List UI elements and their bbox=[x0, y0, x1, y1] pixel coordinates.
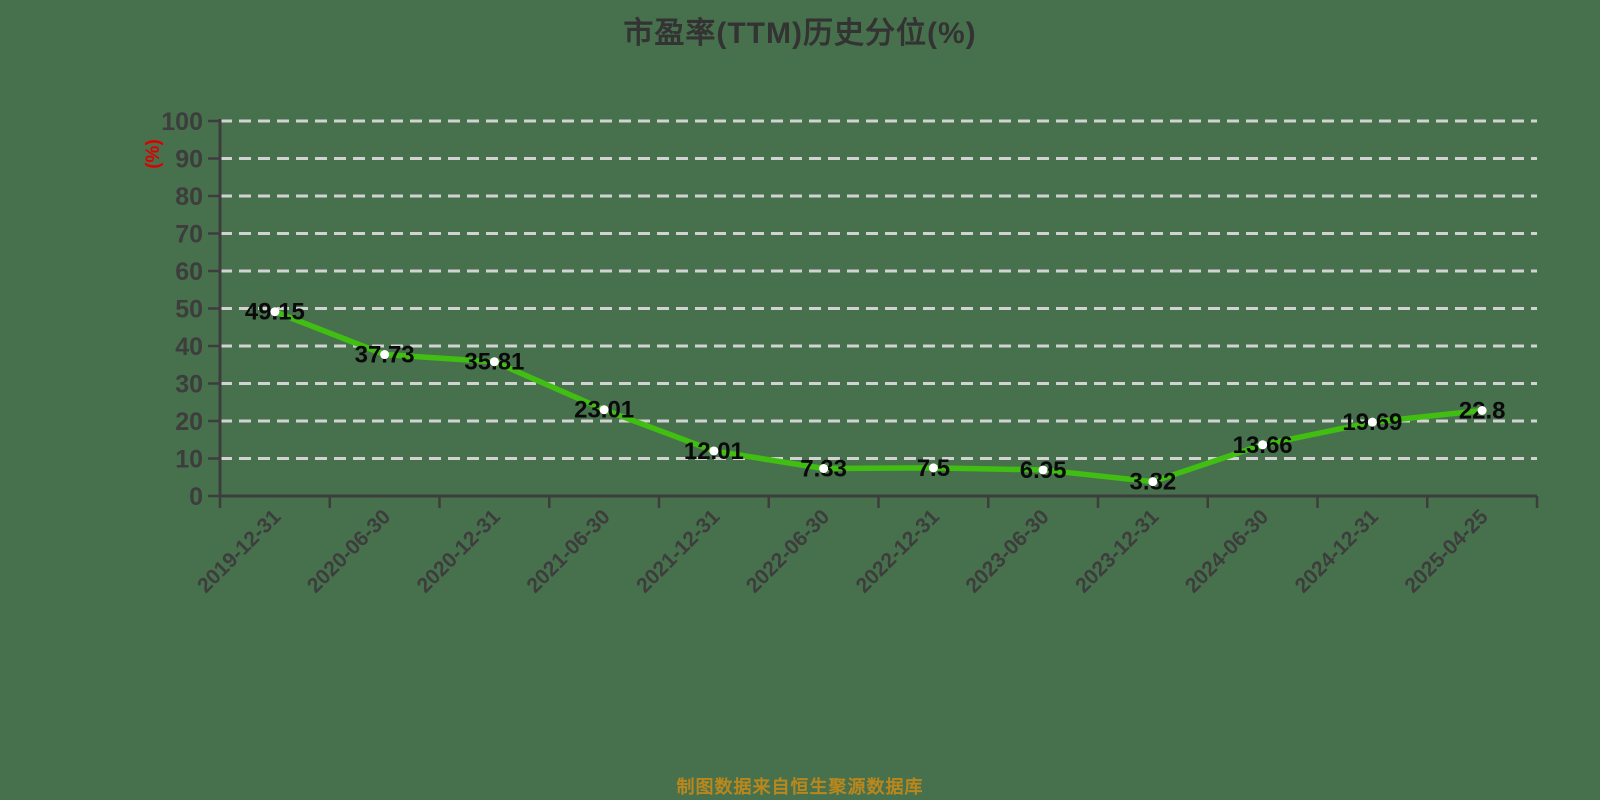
series-line bbox=[272, 308, 1485, 485]
data-point-marker bbox=[709, 446, 719, 456]
x-axis-label: 2023-06-30 bbox=[961, 505, 1053, 597]
y-axis-label: 70 bbox=[175, 221, 203, 249]
x-axis-label: 2019-12-31 bbox=[193, 505, 285, 597]
x-axis-label: 2021-06-30 bbox=[522, 505, 614, 597]
y-axis-label: 60 bbox=[175, 258, 203, 286]
x-axis-label: 2025-04-25 bbox=[1400, 505, 1492, 597]
data-point-marker bbox=[928, 463, 938, 473]
data-point-marker bbox=[819, 464, 829, 474]
data-point-marker bbox=[1477, 406, 1487, 415]
y-axis-label: 20 bbox=[175, 408, 203, 436]
x-axis-label: 2020-12-31 bbox=[413, 505, 505, 597]
y-axis-label: 10 bbox=[175, 446, 203, 474]
x-axis-label: 2024-06-30 bbox=[1181, 505, 1273, 597]
y-axis-label: 100 bbox=[161, 108, 203, 136]
y-axis-label: 90 bbox=[175, 146, 203, 174]
y-axis-label: 0 bbox=[189, 483, 203, 511]
data-point-marker bbox=[1367, 417, 1377, 427]
data-point-marker bbox=[270, 307, 280, 317]
data-point-marker bbox=[1258, 440, 1268, 450]
chart-title: 市盈率(TTM)历史分位(%) bbox=[623, 17, 977, 50]
data-source-caption: 制图数据来自恒生聚源数据库 bbox=[676, 777, 924, 797]
y-axis-label: 40 bbox=[175, 333, 203, 361]
y-axis-label: 30 bbox=[175, 371, 203, 399]
data-point-marker bbox=[599, 405, 609, 415]
x-axis-label: 2022-06-30 bbox=[742, 505, 834, 597]
data-point-marker bbox=[1038, 465, 1048, 475]
data-point-marker bbox=[380, 350, 390, 360]
x-axis-label: 2021-12-31 bbox=[632, 505, 724, 597]
data-point-marker bbox=[489, 357, 499, 367]
y-axis-label: 50 bbox=[175, 296, 203, 324]
y-axis-label: 80 bbox=[175, 183, 203, 211]
x-axis-label: 2023-12-31 bbox=[1071, 505, 1163, 597]
data-point-marker bbox=[1148, 477, 1158, 487]
x-axis-label: 2024-12-31 bbox=[1291, 505, 1383, 597]
x-axis-label: 2022-12-31 bbox=[852, 505, 944, 597]
x-axis-label: 2020-06-30 bbox=[303, 505, 395, 597]
